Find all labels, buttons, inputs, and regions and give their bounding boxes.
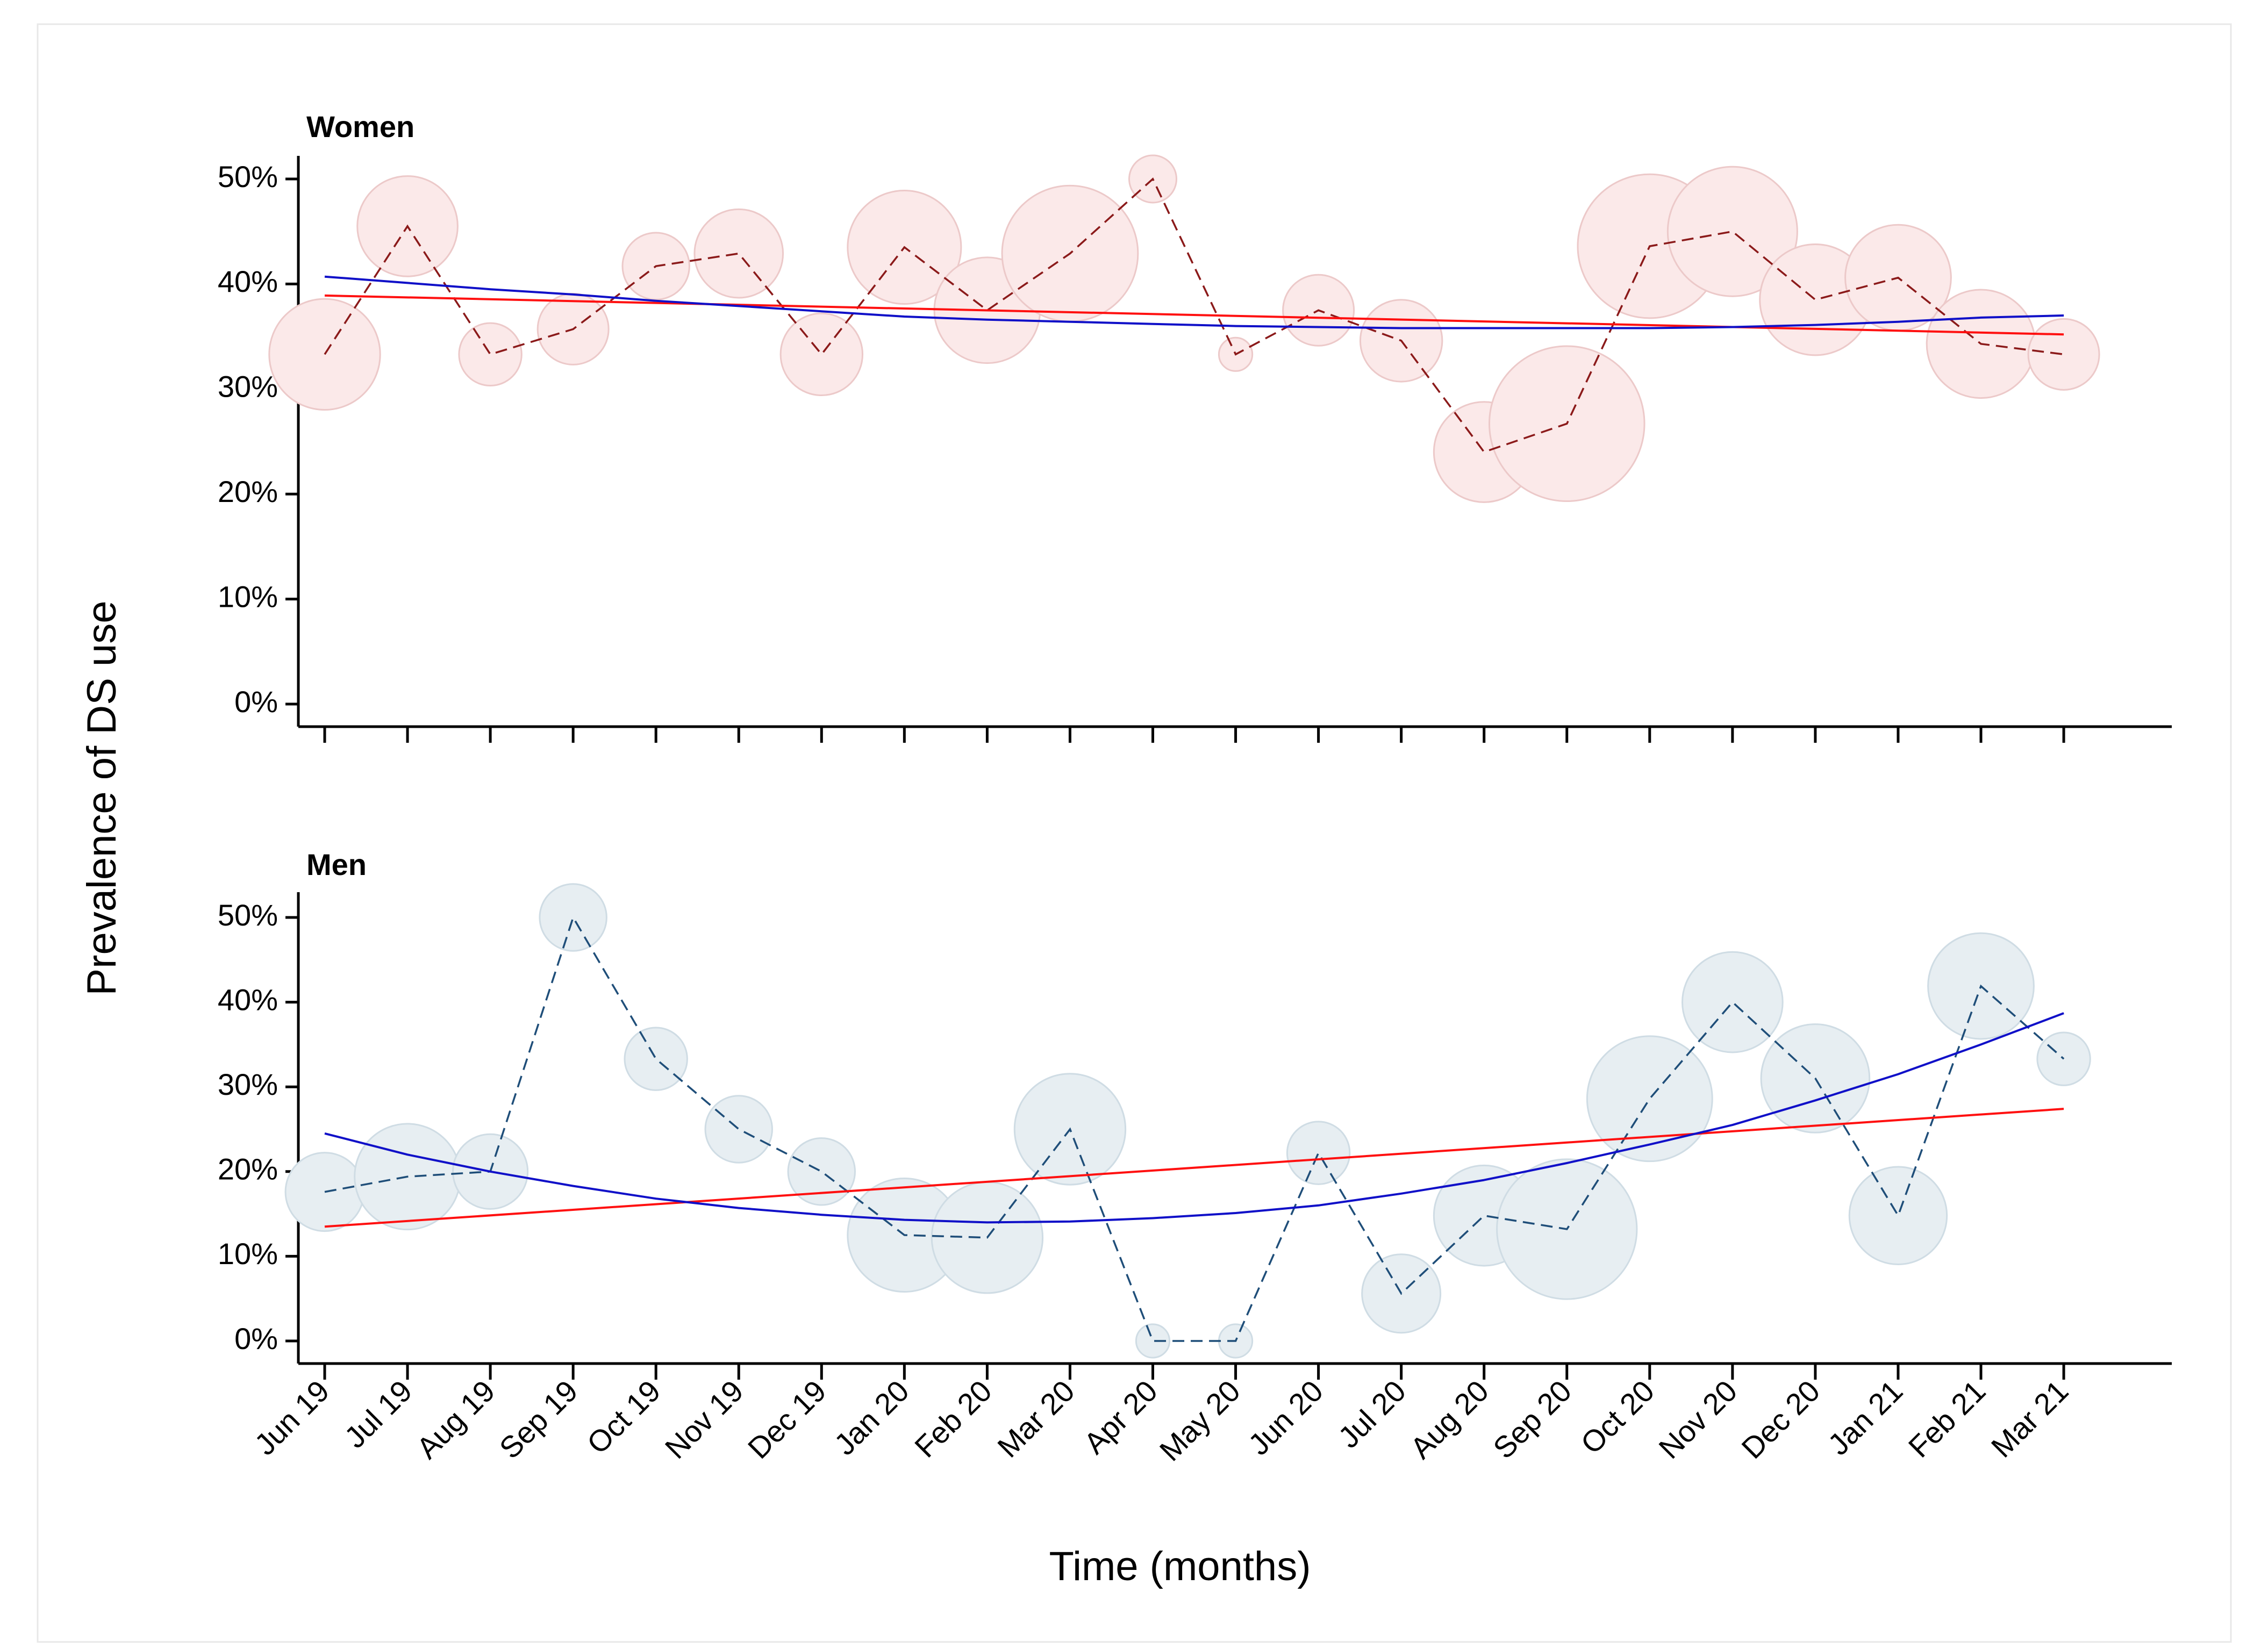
men-y-tick-label: 40% [218, 982, 278, 1016]
men-bubble [704, 1095, 773, 1164]
women-y-tick-label: 0% [234, 685, 278, 719]
x-tick-label: Feb 21 [1902, 1374, 1992, 1464]
x-tick-label: Oct 19 [580, 1374, 667, 1460]
women-bubble [693, 208, 784, 299]
women-bubble [268, 298, 381, 411]
x-tick-label: Jun 20 [1242, 1374, 1329, 1461]
x-tick-label: Sep 20 [1486, 1374, 1578, 1465]
x-tick-label: Sep 19 [493, 1374, 584, 1465]
men-bubble [1682, 951, 1784, 1053]
x-tick-label: Dec 19 [741, 1374, 833, 1465]
x-tick-label: Mar 20 [991, 1374, 1081, 1464]
men-linear-trend [324, 1108, 2064, 1228]
men-bubble [1286, 1121, 1351, 1185]
x-tick-label: Jul 20 [1332, 1374, 1412, 1454]
women-panel: Women 0% 10% 20% 30% 40% 50% [218, 110, 2172, 743]
women-bubble [779, 312, 864, 397]
men-y-tick-label: 10% [218, 1237, 278, 1271]
x-tick-label: Mar 21 [1985, 1374, 2075, 1464]
x-tick-label: Apr 20 [1077, 1374, 1164, 1460]
men-observed-line [324, 915, 2065, 1342]
figure-frame [37, 23, 2232, 1643]
men-bubble [539, 883, 607, 952]
x-tick-label: May 20 [1153, 1374, 1247, 1467]
men-bubble [1848, 1166, 1948, 1265]
men-panel: Men 0% 10% 20% 30% 40% 50% [218, 848, 2172, 1380]
x-axis-title: Time (months) [1049, 1544, 1311, 1589]
x-tick-label: Nov 20 [1652, 1374, 1743, 1465]
women-y-tick-label: 50% [218, 160, 278, 193]
men-bubble [624, 1027, 688, 1091]
women-bubble [1666, 166, 1798, 297]
x-tick-label: Jun 19 [248, 1374, 335, 1461]
men-y-tick-label: 20% [218, 1152, 278, 1186]
x-tick-label: Jan 20 [827, 1374, 915, 1461]
men-bubble [284, 1152, 365, 1232]
women-y-tick-label: 40% [218, 264, 278, 298]
men-bubble [1135, 1323, 1171, 1359]
x-tick-label: Nov 19 [659, 1374, 750, 1465]
x-tick-label: Dec 20 [1735, 1374, 1826, 1465]
x-tick-label: Oct 20 [1574, 1374, 1661, 1460]
men-bubble [1586, 1035, 1713, 1163]
men-y-tick-label: 30% [218, 1067, 278, 1101]
men-smooth-trend [324, 1012, 2064, 1224]
women-panel-title: Women [306, 110, 414, 144]
men-bubble [787, 1137, 856, 1206]
x-tick-label: Aug 20 [1404, 1374, 1495, 1465]
y-axis-title: Prevalence of DS use [79, 600, 125, 995]
x-tick-label: Jul 19 [338, 1374, 418, 1454]
women-y-tick-label: 10% [218, 579, 278, 613]
x-tick-label: Feb 20 [908, 1374, 998, 1464]
men-y-tick-label: 50% [218, 898, 278, 932]
men-y-tick-label: 0% [234, 1322, 278, 1355]
women-bubble [458, 322, 523, 387]
women-smooth-trend [324, 275, 2064, 329]
women-y-tick-label: 20% [218, 475, 278, 508]
x-tick-label: Aug 19 [410, 1374, 502, 1465]
men-panel-title: Men [306, 848, 367, 881]
women-linear-trend [324, 294, 2064, 336]
women-bubble [2027, 318, 2100, 391]
women-y-tick-label: 30% [218, 370, 278, 404]
x-tick-label: Jan 21 [1821, 1374, 1909, 1461]
